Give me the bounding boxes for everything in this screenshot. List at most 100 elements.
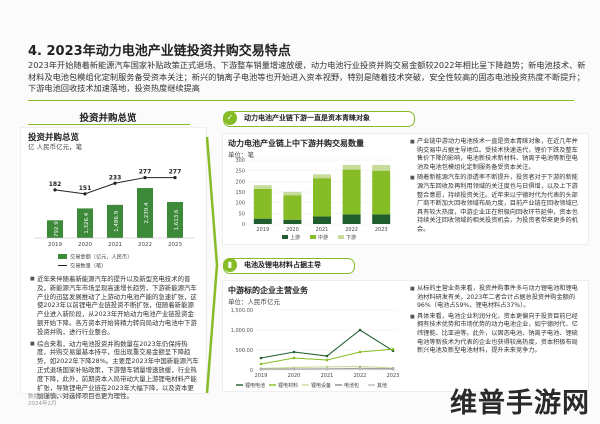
chart1-legend-swatch (58, 254, 67, 259)
chart1-count-label: 151 (79, 185, 92, 192)
chart2-y-tick: 100 (235, 201, 245, 207)
chart2-y-tick: 50 (239, 211, 245, 217)
chart1-overview: 792.9 2019 1,326.4 2020 1,486.9 2021 2,239.4 20… (34, 169, 194, 270)
chart3-y-tick: 500.00 (236, 348, 254, 354)
chart2-bar-segment (372, 164, 391, 171)
chart2-legend-label: 中游 (318, 234, 328, 241)
chart2-legend-label: 上游 (290, 234, 300, 241)
chart2-x-tick: 2021 (316, 227, 329, 233)
chart1-count-point (83, 192, 87, 196)
chart3-series-point (292, 350, 296, 354)
chart2-bar-segment (313, 216, 331, 224)
intro-paragraph: 2023年开始随着新能源汽车国家补贴政策正式退场、下游整车销量增速放缓，动力电池… (28, 60, 586, 93)
chart3-series-point (358, 350, 362, 354)
chart1-bar-label: 1,326.4 (84, 212, 90, 233)
chart2-bar-segment (283, 191, 302, 196)
chart1-count-point (143, 175, 147, 180)
chart3-x-tick: 2019 (255, 373, 268, 379)
chart3-series-point (391, 368, 395, 371)
left-section-title: 投资并购总览 (79, 113, 137, 124)
chart3-series-point (391, 347, 395, 351)
chart1-bar (47, 220, 63, 238)
chart2-bar-segment (283, 195, 302, 220)
chart3-series-point (325, 365, 329, 369)
chart2-bar-segment (283, 219, 302, 224)
chart3-series-point (292, 368, 296, 371)
chart3-bullet-1: 从标的主营业务来看，投资并购事件多与动力锂电池和锂电池材料研发有关，2023年二… (410, 285, 582, 311)
chart1-bar (107, 204, 123, 238)
chart3-series-point (325, 367, 329, 371)
chart1-bar-label: 1,613.6 (174, 209, 180, 230)
chart2-bar-segment (313, 174, 331, 179)
callout-downstream: ✓ 动力电池产业链下游一直是资本青睐对象 (223, 111, 415, 127)
chart3-legend-label: 锂电设备 (311, 382, 331, 389)
chart2-y-tick: 200 (235, 179, 245, 185)
chart2-x-tick: 2022 (345, 227, 358, 233)
chart2-y-tick: 250 (235, 169, 245, 175)
chart3-series-point (358, 365, 362, 368)
chart2-bar-segment (313, 178, 331, 217)
chart1-count-label: 182 (49, 181, 62, 188)
section-divider (28, 100, 574, 101)
chart1-legend-label: 交易金额（亿元，人民币） (70, 253, 132, 261)
chart2-bar-segment (253, 218, 272, 224)
left-bullets: 近年来伴随着新能源汽车的提升以及新型充电技术的普及，新能源汽车市场呈现高速增长趋… (30, 275, 200, 404)
chart1-count-point (173, 175, 177, 180)
chart2-bullets: 产业链中游动力电池技术一直是资本青睐对象，在近几年并购交易中占据主导地位。受技术… (410, 138, 582, 237)
chart2-bar-segment (342, 169, 361, 215)
chart2-bullet-1: 产业链中游动力电池技术一直是资本青睐对象，在近几年并购交易中占据主导地位。受技术… (410, 138, 582, 172)
chart3-unit: 单位：人民币亿元 (228, 298, 280, 306)
page-title: 4. 2023年动力电池产业链投资并购交易特点 (28, 44, 291, 59)
callout-downstream-label: 动力电池产业链下游一直是资本青睐对象 (244, 114, 370, 122)
battery-icon: ▮ (223, 258, 237, 272)
chart3-series-point (259, 362, 263, 366)
chart2-x-tick: 2023 (375, 227, 388, 233)
chart1-x-tick: 2021 (108, 242, 122, 248)
left-section-underline (28, 124, 190, 125)
chart2-unit: 单位：笔 (228, 151, 254, 159)
chart1-title: 投资并购总览 (28, 133, 80, 143)
chart2-bar-segment (342, 164, 361, 170)
chart3-x-tick: 2020 (288, 373, 301, 379)
chart2-bullet-2: 随着新能源汽车的渗透率不断提升，投资者对于下游的新能源汽车回收及再利用领域的关注… (410, 174, 582, 234)
chart1-count-label: 277 (139, 169, 152, 176)
chart1-x-tick: 2019 (48, 242, 62, 248)
chart3-legend-label: 锂电材料 (278, 382, 298, 389)
check-icon: ✓ (223, 111, 237, 125)
chart1-x-tick: 2020 (78, 242, 92, 248)
source-note: 数据来源：CVSource 2024年2月 (28, 394, 82, 407)
chart2-title: 动力电池产业链上中下游并购交易数量 (228, 139, 364, 148)
chart3-y-tick: 1,500.00 (231, 308, 253, 314)
chart1-bar-label: 2,239.4 (144, 202, 150, 223)
chart3-y-tick: 0 (250, 368, 253, 374)
chart3-y-tick: 1,000.00 (231, 328, 253, 334)
chart2-stacked-bars: 0 50 100 150 200 250 300 2019 2020 2021 2022 2023 上游… (235, 158, 396, 241)
chart2-legend-swatch (310, 235, 316, 239)
chart3-series-point (325, 354, 329, 358)
chart1-bar (167, 202, 183, 238)
chart3-series-point (259, 368, 263, 371)
chart1-count-point (53, 188, 57, 192)
chart1-count-label: 233 (109, 174, 122, 181)
chart2-legend-swatch (338, 235, 344, 239)
chart1-bar-label: 1,486.9 (114, 210, 120, 231)
chart1-unit: 亿 人民币亿元，笔 (28, 143, 83, 151)
chart3-series-point (292, 356, 296, 360)
chart3-legend-label: 其他 (377, 382, 387, 389)
chart2-x-tick: 2019 (256, 227, 269, 233)
left-bullet-2: 综合来看，动力电池投资并购数量在2023年仍保持热度，并购交易量基本持平，但出现… (30, 340, 200, 402)
chart1-bar (77, 208, 93, 238)
chart3-series-point (358, 328, 362, 332)
chart2-bar-segment (253, 185, 272, 189)
chart3-x-tick: 2022 (354, 373, 367, 379)
chart2-bar-segment (372, 214, 391, 224)
chart3-series-point (358, 367, 362, 371)
left-bullet-1: 近年来伴随着新能源汽车的提升以及新型充电技术的普及，新能源汽车市场呈现高速增长趋… (30, 275, 200, 337)
chart2-bar-segment (342, 214, 361, 224)
chart3-lines: 0 500.00 1,000.00 1,500.00 2019 2020 2021 2022 2… (231, 308, 400, 389)
callout-battery-label: 电池及锂电材料占据主导 (244, 261, 321, 269)
watermark-logo: 维普手游网 (450, 388, 590, 419)
chart2-legend-label: 下游 (346, 234, 356, 241)
chart3-x-tick: 2023 (387, 373, 400, 379)
